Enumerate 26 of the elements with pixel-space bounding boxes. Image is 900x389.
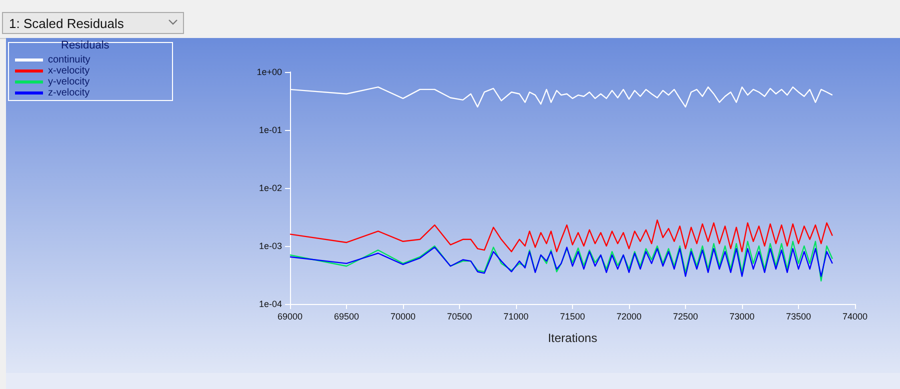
line-series <box>289 219 833 252</box>
text: 1: Scaled Residuals <box>2 12 184 34</box>
legend-label: z-velocity <box>48 88 90 98</box>
y-tick-label: 1e-02 <box>258 183 282 193</box>
y-tick-label: 1e-01 <box>258 125 282 135</box>
x-tick-label: 73000 <box>729 312 755 322</box>
y-tick-label: 1e-03 <box>258 241 282 251</box>
x-tick-label: 71500 <box>560 312 586 322</box>
legend-title: Residuals <box>61 40 110 52</box>
legend-label: y-velocity <box>48 76 90 88</box>
line-series <box>289 240 833 282</box>
y-tick-label: 1e+00 <box>256 67 282 77</box>
legend-label: x-velocity <box>48 66 90 76</box>
x-tick-label: 72000 <box>616 312 642 322</box>
x-tick-label: 71000 <box>503 312 529 322</box>
x-tick-label: 70000 <box>390 312 416 322</box>
x-tick-label: 73500 <box>786 312 812 322</box>
x-tick-label: 70500 <box>446 312 472 322</box>
legend-label: continuity <box>48 54 90 66</box>
x-tick-label: 69500 <box>334 312 360 322</box>
x-tick-label: 69000 <box>277 312 303 322</box>
x-axis-title: Iterations <box>548 331 598 345</box>
y-tick-label: 1e-04 <box>258 299 282 309</box>
line-series <box>289 246 833 277</box>
x-tick-label: 74000 <box>842 312 868 322</box>
x-tick-label: 72500 <box>672 312 698 322</box>
